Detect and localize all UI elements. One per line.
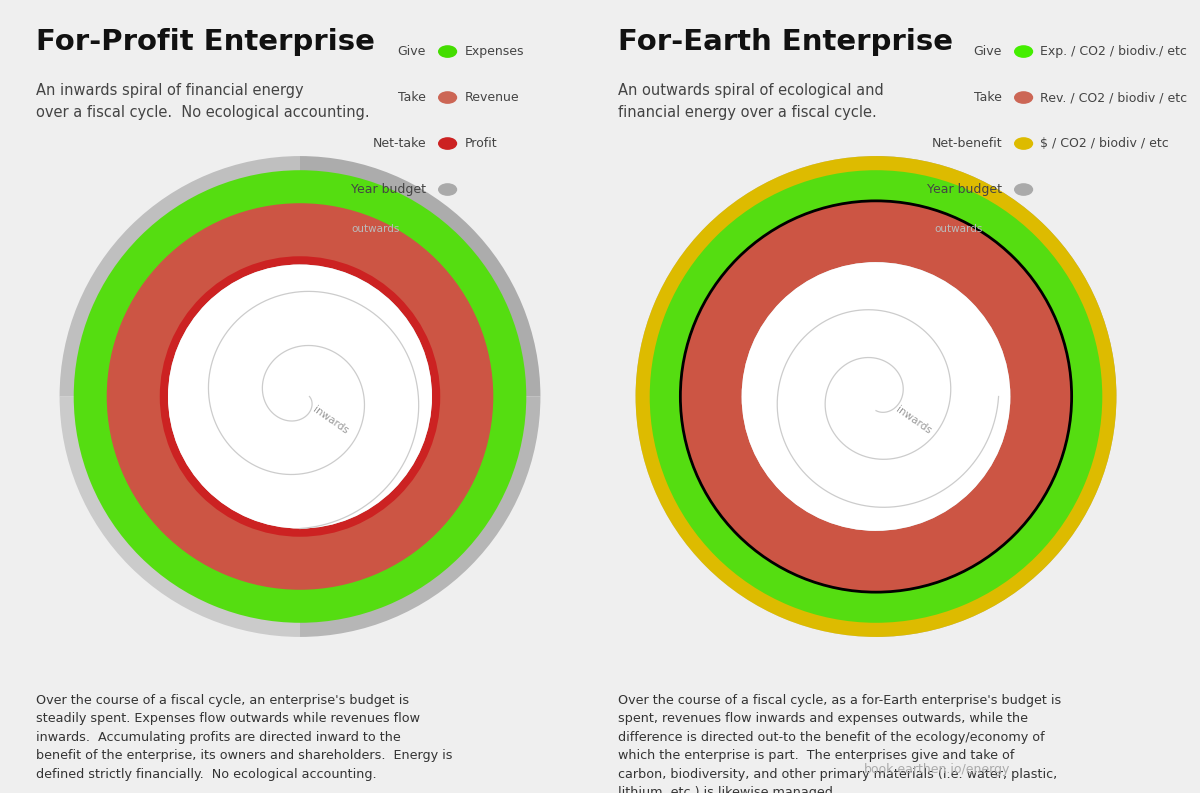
Wedge shape: [136, 232, 300, 396]
Wedge shape: [136, 396, 300, 561]
Wedge shape: [876, 156, 1116, 396]
Text: Year budget: Year budget: [352, 183, 426, 196]
Wedge shape: [300, 396, 430, 526]
Wedge shape: [876, 196, 1076, 396]
Text: For-Profit Enterprise: For-Profit Enterprise: [36, 28, 374, 56]
Text: inwards: inwards: [894, 404, 934, 436]
Wedge shape: [170, 267, 300, 396]
Text: Give: Give: [397, 45, 426, 58]
Wedge shape: [746, 267, 876, 396]
Text: Over the course of a fiscal cycle, an enterprise's budget is
steadily spent. Exp: Over the course of a fiscal cycle, an en…: [36, 694, 452, 781]
Wedge shape: [876, 396, 1042, 561]
Wedge shape: [876, 396, 1006, 526]
Wedge shape: [876, 396, 1076, 597]
Text: Take: Take: [974, 91, 1002, 104]
Text: Net-take: Net-take: [372, 137, 426, 150]
Text: book.earthen.io/energy: book.earthen.io/energy: [864, 763, 1010, 776]
Text: Profit: Profit: [464, 137, 497, 150]
Wedge shape: [300, 267, 430, 396]
Text: For-Earth Enterprise: For-Earth Enterprise: [618, 28, 953, 56]
Wedge shape: [300, 396, 500, 597]
Wedge shape: [649, 170, 1103, 623]
Text: inwards: inwards: [311, 404, 350, 436]
Text: outwards: outwards: [935, 224, 983, 234]
Wedge shape: [676, 396, 876, 597]
Text: $ / CO2 / biodiv / etc: $ / CO2 / biodiv / etc: [1040, 137, 1169, 150]
Wedge shape: [100, 396, 300, 597]
Text: Net-benefit: Net-benefit: [931, 137, 1002, 150]
Wedge shape: [636, 156, 876, 396]
Wedge shape: [300, 196, 500, 396]
Text: outwards: outwards: [352, 224, 400, 234]
Text: Year budget: Year budget: [928, 183, 1002, 196]
Wedge shape: [636, 156, 1116, 637]
Wedge shape: [160, 256, 440, 537]
Wedge shape: [710, 232, 876, 396]
Wedge shape: [636, 396, 876, 637]
Text: Expenses: Expenses: [464, 45, 524, 58]
Wedge shape: [876, 232, 1042, 396]
Wedge shape: [876, 267, 1006, 396]
Text: Revenue: Revenue: [464, 91, 520, 104]
Circle shape: [742, 262, 1010, 531]
Wedge shape: [60, 156, 300, 396]
Text: An inwards spiral of financial energy
over a fiscal cycle.  No ecological accoun: An inwards spiral of financial energy ov…: [36, 83, 370, 120]
Wedge shape: [680, 201, 1072, 592]
Text: Over the course of a fiscal cycle, as a for-Earth enterprise's budget is
spent, : Over the course of a fiscal cycle, as a …: [618, 694, 1061, 793]
Wedge shape: [60, 396, 300, 637]
Text: Rev. / CO2 / biodiv / etc: Rev. / CO2 / biodiv / etc: [1040, 91, 1188, 104]
Wedge shape: [300, 396, 466, 561]
Circle shape: [168, 265, 432, 528]
Wedge shape: [100, 196, 300, 396]
Wedge shape: [300, 232, 466, 396]
Wedge shape: [876, 396, 1116, 637]
Wedge shape: [300, 396, 540, 637]
Wedge shape: [107, 203, 493, 590]
Text: Take: Take: [398, 91, 426, 104]
Text: Give: Give: [973, 45, 1002, 58]
Text: An outwards spiral of ecological and
financial energy over a fiscal cycle.: An outwards spiral of ecological and fin…: [618, 83, 883, 120]
Wedge shape: [710, 396, 876, 561]
Wedge shape: [73, 170, 527, 623]
Wedge shape: [300, 156, 540, 396]
Wedge shape: [170, 396, 300, 526]
Text: Exp. / CO2 / biodiv./ etc: Exp. / CO2 / biodiv./ etc: [1040, 45, 1187, 58]
Wedge shape: [676, 196, 876, 396]
Wedge shape: [746, 396, 876, 526]
